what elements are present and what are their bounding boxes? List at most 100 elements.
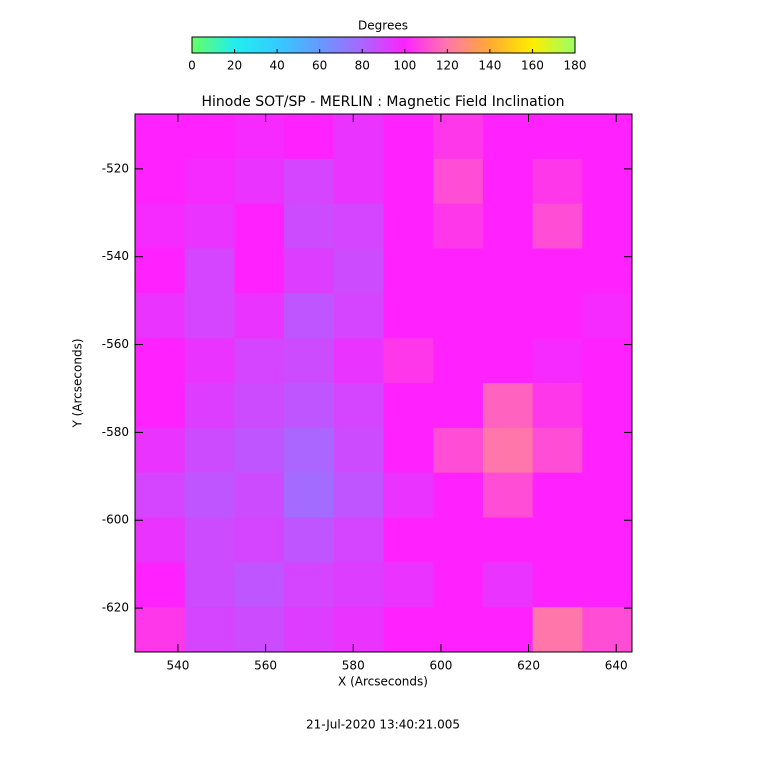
heatmap-cell [333,158,384,205]
heatmap-cell [135,203,186,249]
y-axis-label: Y (Arcseconds) [71,338,85,428]
y-tick-label: -620 [102,601,129,615]
heatmap-cell [383,338,434,384]
heatmap-cell [234,114,285,160]
heatmap-cell [482,607,534,653]
heatmap-cell [135,248,186,294]
heatmap-cell [184,383,235,429]
heatmap-cell [482,472,534,518]
heatmap-cell [433,472,484,518]
heatmap-cell [333,472,384,518]
heatmap-cell [482,383,534,429]
heatmap-cell [234,517,285,563]
y-tick-label: -540 [102,249,129,263]
heatmap-cell [532,158,583,205]
heatmap-cell [234,248,285,294]
heatmap-cell [482,338,534,384]
heatmap-cell [482,427,534,474]
heatmap-cell [433,383,484,429]
heatmap-cell [532,203,583,249]
heatmap-cell [284,248,335,294]
heatmap-cell [582,114,633,160]
heatmap-cell [184,472,235,518]
heatmap-cell [284,158,335,205]
heatmap-cell [135,383,186,429]
heatmap-cell [135,293,186,339]
heatmap-cell [234,158,285,205]
heatmap-cell [582,293,633,339]
heatmap-cell [383,607,434,653]
heatmap-cell [284,383,335,429]
heatmap-cell [234,427,285,474]
x-tick-label: 580 [342,659,365,673]
heatmap-cell [383,383,434,429]
heatmap-cell [433,562,484,608]
heatmap-cell [383,472,434,518]
heatmap-cell [184,607,235,653]
heatmap-cell [582,248,633,294]
heatmap-cell [532,607,583,653]
heatmap-cell [333,427,384,474]
colorbar-tick-label: 120 [436,59,459,73]
y-tick-label: -560 [102,337,129,351]
heatmap-cell [234,562,285,608]
heatmap-cell [482,248,534,294]
heatmap-cell [184,293,235,339]
colorbar-tick-label: 80 [355,59,370,73]
heatmap-cell [482,114,534,160]
heatmap-cell [284,427,335,474]
heatmap-cell [383,562,434,608]
heatmap-cell [433,517,484,563]
heatmap-cell [532,517,583,563]
heatmap-cell [433,158,484,205]
heatmap-cell [482,158,534,205]
heatmap-cell [333,607,384,653]
x-tick-label: 560 [254,659,277,673]
heatmap-cell [582,427,633,474]
heatmap-cell [532,427,583,474]
heatmap-cell [284,293,335,339]
y-tick-label: -520 [102,161,129,175]
x-tick-label: 540 [166,659,189,673]
colorbar-tick-label: 60 [312,59,327,73]
heatmap-cell [383,293,434,339]
heatmap-cell [433,248,484,294]
x-tick-label: 600 [429,659,452,673]
y-tick-label: -600 [102,513,129,527]
heatmap-cell [284,203,335,249]
heatmap-cell [333,383,384,429]
heatmap-cell [284,517,335,563]
heatmap-cell [582,607,633,653]
heatmap-cell [184,248,235,294]
heatmap-cell [532,472,583,518]
heatmap-cell [135,472,186,518]
heatmap-cell [135,517,186,563]
heatmap-cell [532,383,583,429]
heatmap-cell [234,607,285,653]
heatmap-cell [582,338,633,384]
heatmap-cell [433,203,484,249]
heatmap-cell [135,562,186,608]
heatmap-cell [234,472,285,518]
heatmap-cell [333,517,384,563]
heatmap-cell [184,517,235,563]
heatmap-cell [383,427,434,474]
heatmap-cell [532,338,583,384]
heatmap-cell [333,248,384,294]
heatmap-cell [582,158,633,205]
heatmap-cell [135,114,186,160]
heatmap-cell [184,338,235,384]
heatmap-cell [383,248,434,294]
heatmap-cell [582,383,633,429]
heatmap-cell [184,114,235,160]
heatmap-cell [482,517,534,563]
heatmap-cell [482,293,534,339]
colorbar-label: Degrees [358,19,408,33]
heatmap-cell [333,562,384,608]
colorbar [191,36,576,54]
heatmap-cell [234,338,285,384]
heatmap-cell [135,607,186,653]
heatmap-cell [532,114,583,160]
heatmap-cell [532,248,583,294]
